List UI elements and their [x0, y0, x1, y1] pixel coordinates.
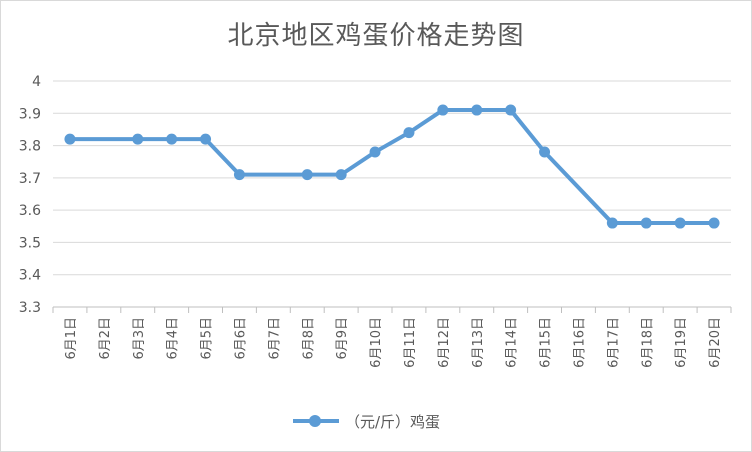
- x-tick-label: 6月10日: [369, 317, 384, 368]
- x-tick-label: 6月19日: [674, 317, 689, 368]
- y-tick-label: 3.7: [19, 171, 41, 187]
- legend: （元/斤）鸡蛋: [293, 409, 440, 433]
- x-tick-label: 6月12日: [437, 317, 452, 368]
- legend-label: （元/斤）鸡蛋: [345, 412, 441, 431]
- data-point: [674, 217, 686, 229]
- data-point: [640, 217, 652, 229]
- x-tick-label: 6月2日: [98, 317, 113, 360]
- x-tick-label: 6月8日: [301, 317, 316, 360]
- y-tick-label: 3.3: [19, 300, 41, 316]
- y-tick-label: 3.9: [19, 106, 41, 122]
- data-point: [708, 217, 720, 229]
- data-point: [437, 104, 449, 116]
- x-tick-label: 6月13日: [471, 317, 486, 368]
- x-tick-label: 6月11日: [403, 317, 418, 368]
- chart-title: 北京地区鸡蛋价格走势图: [227, 21, 525, 51]
- data-point: [606, 217, 618, 229]
- data-point: [64, 133, 76, 145]
- data-point: [539, 146, 551, 158]
- x-tick-label: 6月5日: [200, 317, 215, 360]
- series-line: [67, 108, 717, 226]
- y-tick-label: 3.8: [19, 139, 41, 155]
- data-point: [301, 169, 313, 181]
- x-tick-label: 6月3日: [132, 317, 147, 360]
- x-tick-label: 6月1日: [64, 317, 79, 360]
- data-point: [403, 127, 415, 139]
- data-point: [200, 133, 212, 145]
- data-point: [505, 104, 517, 116]
- data-point: [166, 133, 178, 145]
- x-tick-label: 6月4日: [166, 317, 181, 360]
- x-tick-label: 6月9日: [335, 317, 350, 360]
- data-point: [233, 169, 245, 181]
- legend-marker-icon: [293, 414, 339, 428]
- x-tick-label: 6月18日: [640, 317, 655, 368]
- x-tick-label: 6月16日: [572, 317, 587, 368]
- data-point: [132, 133, 144, 145]
- x-tick-label: 6月17日: [606, 317, 621, 368]
- x-tick-label: 6月14日: [505, 317, 520, 368]
- x-tick-label: 6月20日: [708, 317, 723, 368]
- x-tick-label: 6月7日: [267, 317, 282, 360]
- x-tick-label: 6月15日: [539, 317, 554, 368]
- y-tick-label: 3.5: [19, 235, 41, 251]
- x-tick-label: 6月6日: [233, 317, 248, 360]
- data-point: [369, 146, 381, 158]
- y-tick-label: 3.4: [19, 268, 41, 284]
- data-point: [471, 104, 483, 116]
- data-point: [335, 169, 347, 181]
- y-tick-label: 4: [32, 74, 41, 90]
- y-tick-label: 3.6: [19, 203, 41, 219]
